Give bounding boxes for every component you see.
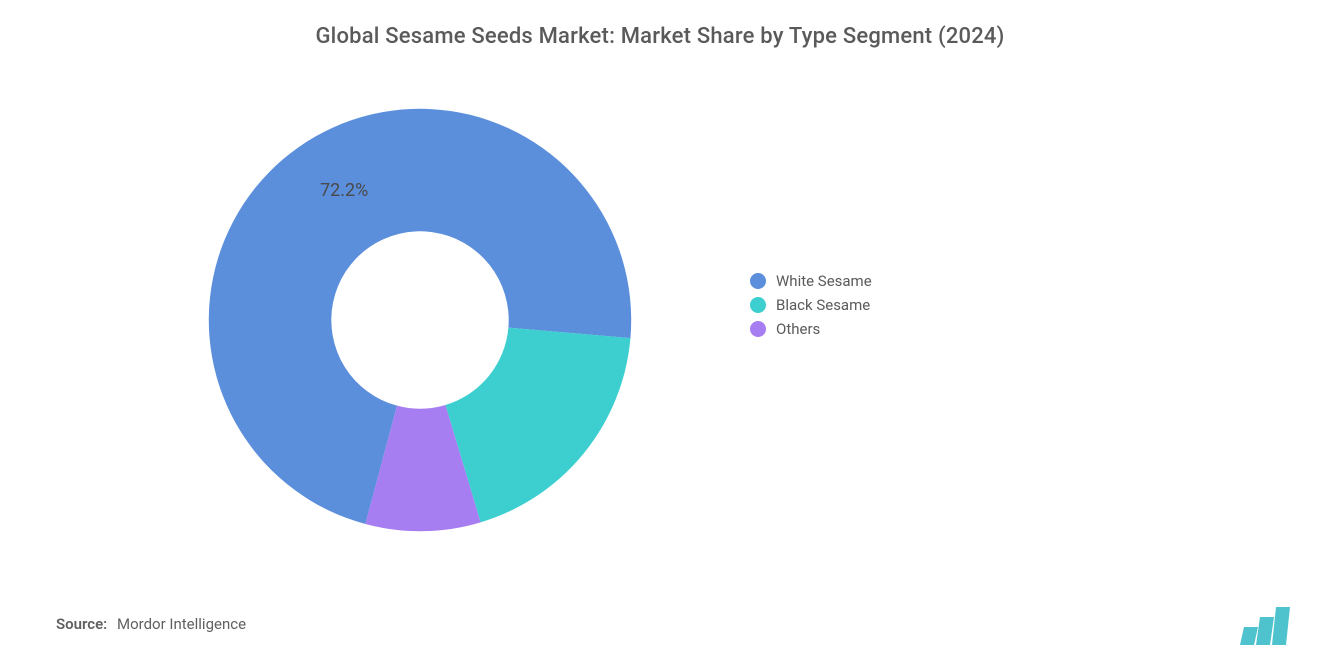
legend-swatch-icon	[750, 273, 766, 289]
donut-svg	[200, 100, 640, 540]
brand-bar-icon	[1256, 617, 1274, 645]
legend-label: White Sesame	[776, 272, 872, 290]
legend: White Sesame Black Sesame Others	[750, 272, 872, 344]
legend-swatch-icon	[750, 297, 766, 313]
source-line: Source: Mordor Intelligence	[56, 615, 246, 633]
legend-item: White Sesame	[750, 272, 872, 290]
legend-label: Black Sesame	[776, 296, 870, 314]
source-value: Mordor Intelligence	[117, 615, 246, 633]
legend-item: Black Sesame	[750, 296, 872, 314]
chart-title: Global Sesame Seeds Market: Market Share…	[0, 24, 1320, 49]
slice-pct-label: 72.2%	[320, 180, 368, 201]
donut-slice-1	[445, 328, 630, 523]
brand-logo-icon	[1238, 605, 1294, 645]
legend-label: Others	[776, 320, 820, 338]
donut-chart: 72.2%	[200, 100, 640, 540]
legend-swatch-icon	[750, 321, 766, 337]
brand-bar-icon	[1240, 627, 1258, 645]
legend-item: Others	[750, 320, 872, 338]
brand-bar-icon	[1272, 607, 1290, 645]
source-label: Source:	[56, 615, 107, 633]
